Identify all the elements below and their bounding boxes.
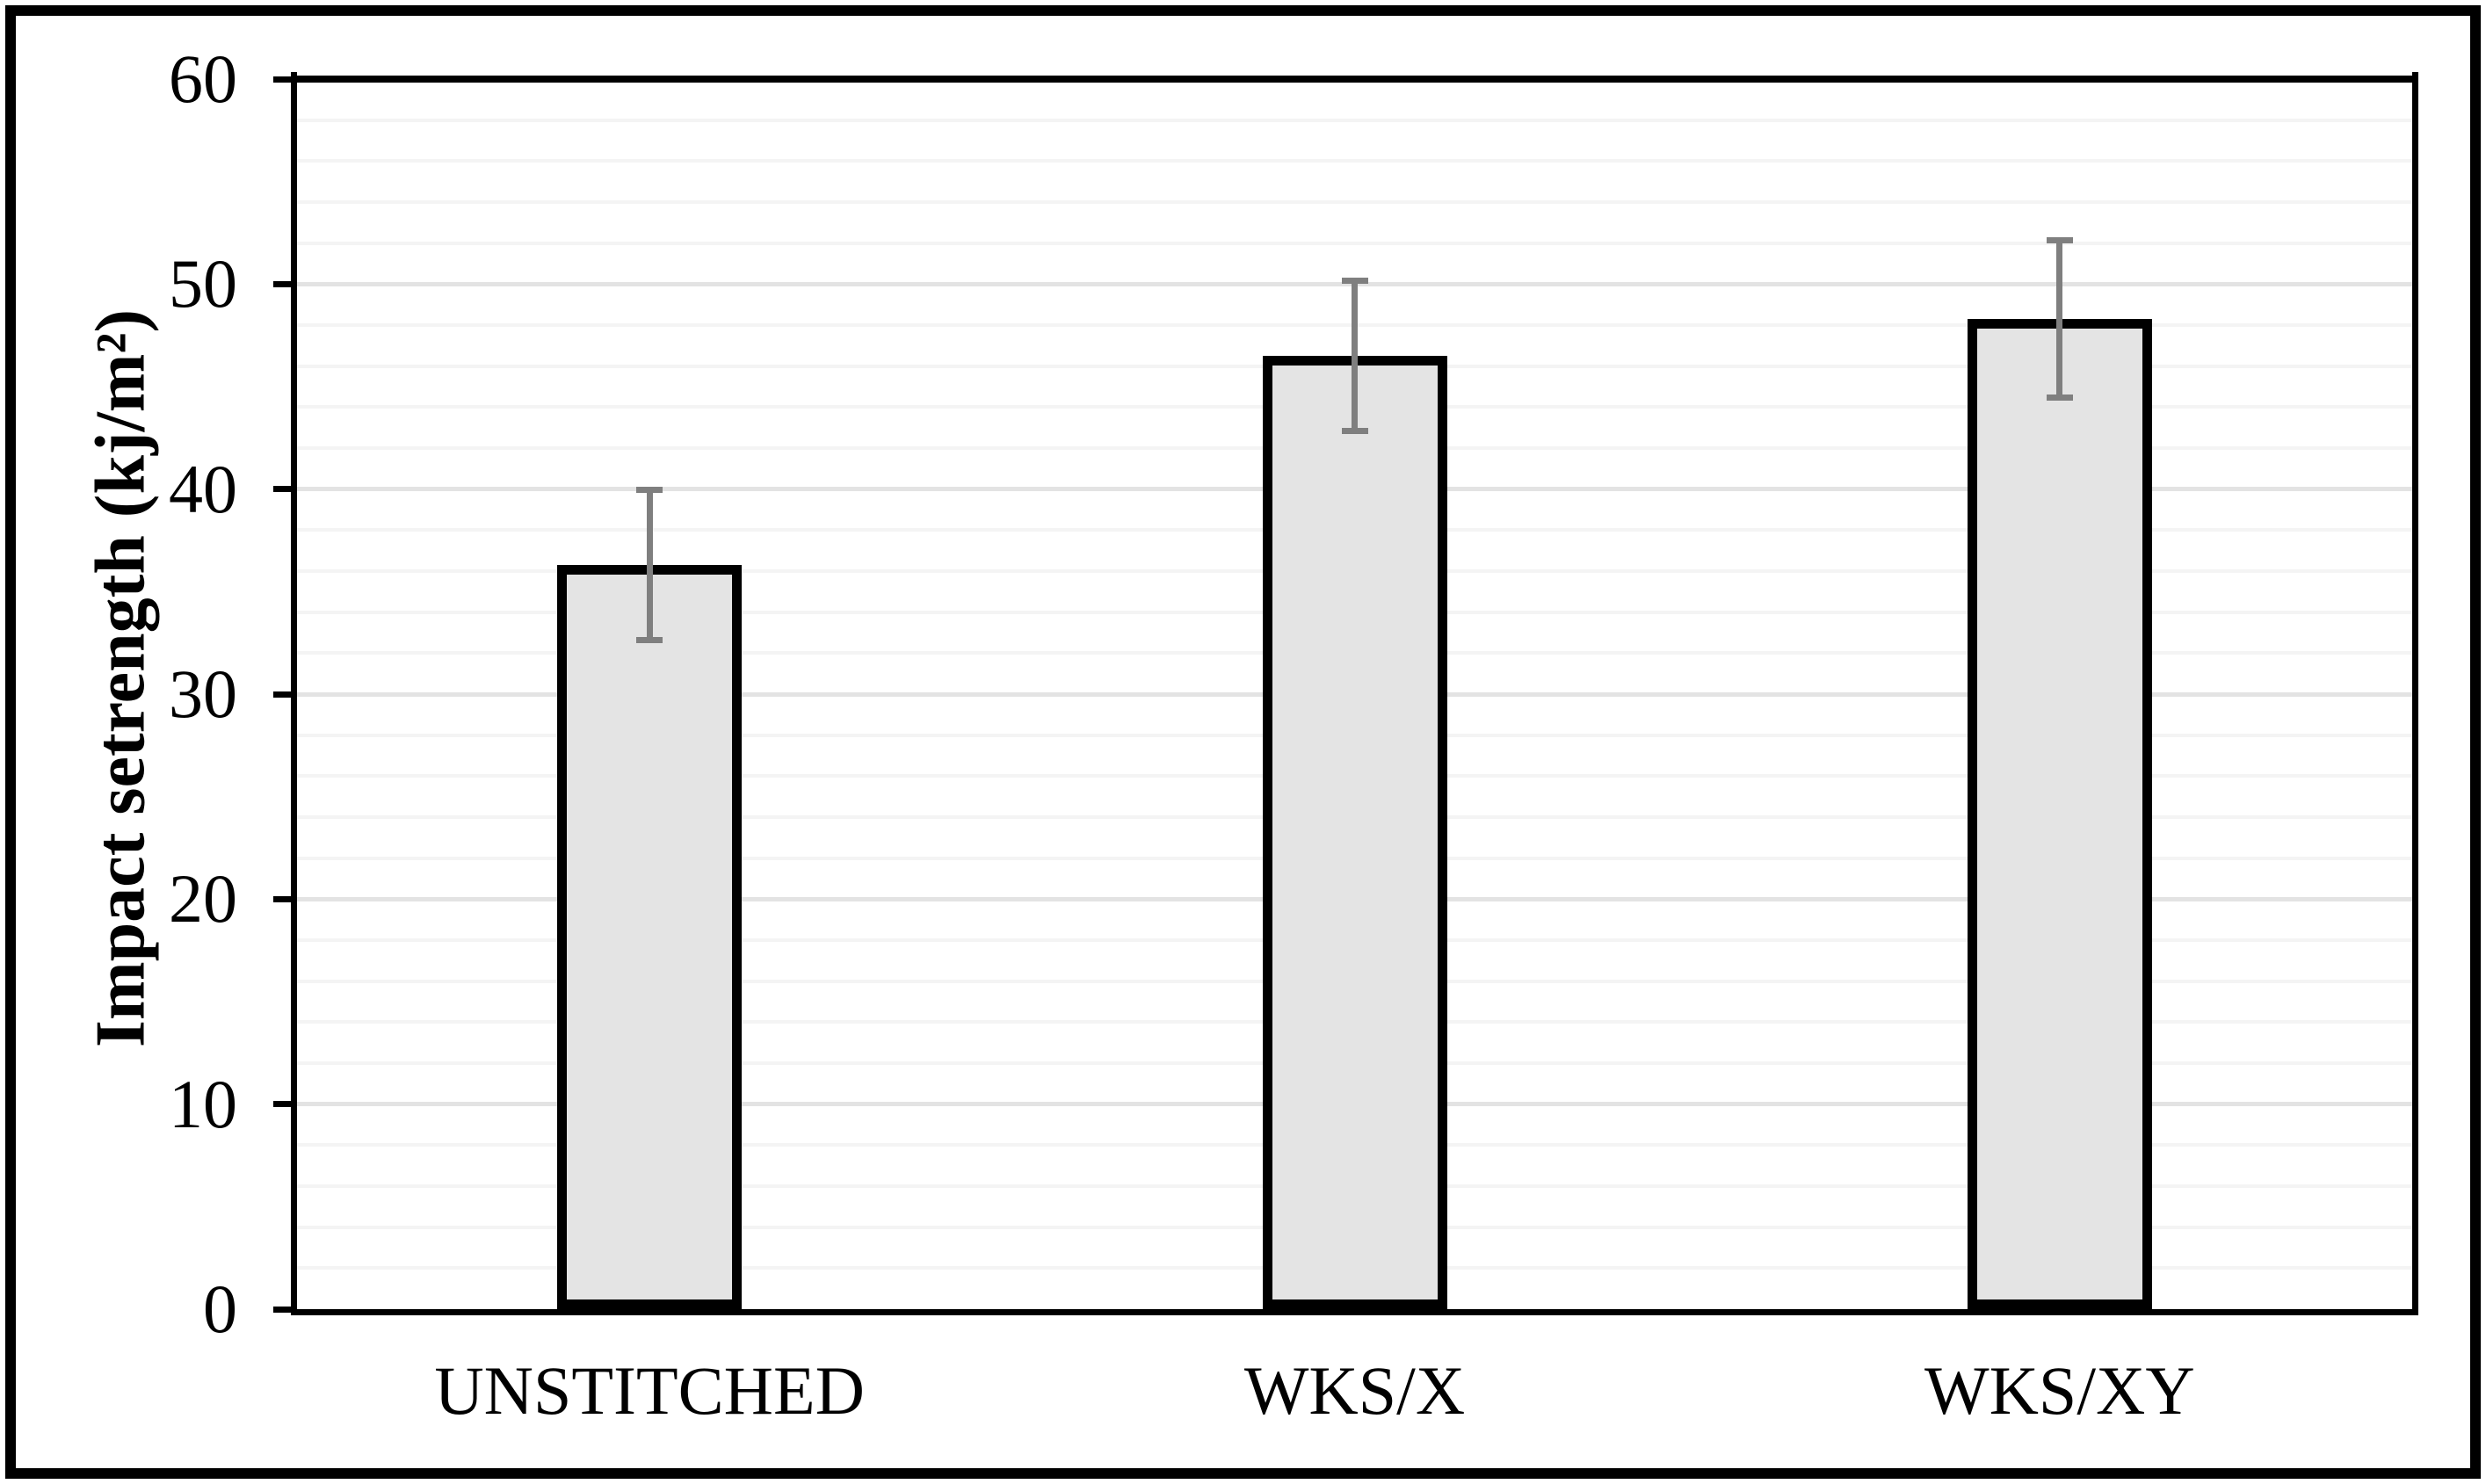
y-axis-title: Impact setrength (kj/m²) [82,308,160,1048]
error-bar-cap-bottom-wks-x [1341,427,1368,434]
gridline-minor [297,200,2412,204]
gridline-minor [297,159,2412,163]
error-bar-unstitched [646,487,653,643]
y-axis-tick-label: 30 [169,655,237,732]
gridline-minor [297,241,2412,245]
y-axis-tick-label: 0 [203,1270,237,1347]
y-axis-tick [273,486,297,493]
y-axis-tick [273,1306,297,1313]
x-axis-category-label: WKS/XY [1924,1352,2195,1429]
error-bar-cap-top-unstitched [636,487,663,494]
y-axis-tick [273,895,297,902]
y-axis-tick-label: 20 [169,860,237,937]
plot-area-right-border [2412,72,2418,1315]
error-bar-cap-bottom-unstitched [636,636,663,643]
bar-unstitched [557,565,743,1309]
y-axis-tick-label: 50 [169,245,237,322]
y-axis-tick [273,76,297,83]
error-bar-wks-x [1352,278,1358,434]
error-bar-cap-top-wks-xy [2046,236,2073,243]
x-axis-line [291,1309,2418,1315]
x-axis-category-label: UNSTITCHED [434,1352,865,1429]
error-bar-cap-top-wks-x [1341,278,1368,285]
y-axis-tick [273,691,297,698]
y-axis-tick-label: 40 [169,450,237,527]
y-axis-tick [273,280,297,287]
gridline-minor [297,118,2412,122]
plot-area [297,79,2412,1309]
y-axis-tick [273,1101,297,1108]
bar-wks-x [1262,356,1447,1309]
y-axis-tick-label: 10 [169,1065,237,1142]
error-bar-wks-xy [2056,236,2063,402]
x-axis-category-label: WKS/X [1243,1352,1466,1429]
plot-area-top-border [291,76,2418,83]
y-axis-tick-label: 60 [169,40,237,117]
bar-wks-xy [1967,319,2152,1309]
error-bar-cap-bottom-wks-xy [2046,395,2073,402]
